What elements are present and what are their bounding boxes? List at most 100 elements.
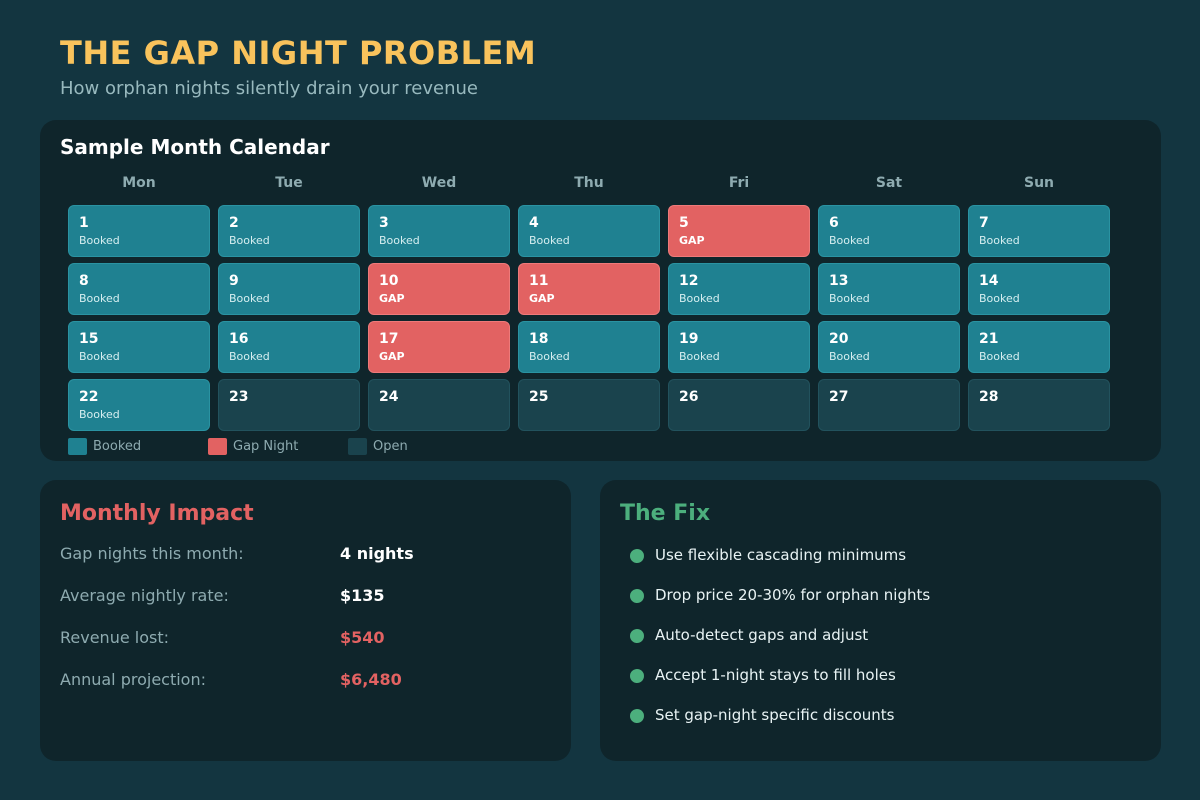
calendar-day-10: 10 GAP	[368, 263, 510, 315]
day-number: 13	[829, 273, 849, 289]
calendar-day-6: 6 Booked	[818, 205, 960, 257]
day-number: 12	[679, 273, 699, 289]
calendar-day-1: 1 Booked	[68, 205, 210, 257]
calendar-day-5: 5 GAP	[668, 205, 810, 257]
day-number: 18	[529, 331, 549, 347]
day-number: 19	[679, 331, 699, 347]
fix-item-text: Drop price 20-30% for orphan nights	[655, 586, 931, 604]
weekday-header: Fri	[728, 175, 750, 191]
calendar-day-2: 2 Booked	[218, 205, 360, 257]
bullet-icon	[630, 589, 644, 603]
day-number: 14	[979, 273, 999, 289]
day-number: 6	[829, 215, 839, 231]
calendar-day-16: 16 Booked	[218, 321, 360, 373]
weekday-header: Sat	[875, 175, 903, 191]
day-number: 22	[79, 389, 99, 405]
impact-value: 4 nights	[340, 544, 414, 563]
day-number: 8	[79, 273, 89, 289]
day-status: Booked	[829, 292, 870, 305]
monthly-impact-panel: Monthly Impact Gap nights this month: 4 n…	[40, 480, 571, 761]
day-status: Booked	[829, 234, 870, 247]
calendar-day-23: 23	[218, 379, 360, 431]
day-status: GAP	[679, 234, 705, 247]
legend-label: Open	[373, 439, 408, 454]
day-status: Booked	[679, 350, 720, 363]
day-number: 9	[229, 273, 239, 289]
impact-label: Revenue lost:	[60, 628, 169, 647]
legend-swatch	[348, 438, 367, 455]
day-status: Booked	[79, 234, 120, 247]
calendar-day-8: 8 Booked	[68, 263, 210, 315]
the-fix-panel: The Fix Use flexible cascading minimums D…	[600, 480, 1161, 761]
day-number: 25	[529, 389, 549, 405]
day-number: 2	[229, 215, 239, 231]
bullet-icon	[630, 669, 644, 683]
calendar-day-28: 28	[968, 379, 1110, 431]
the-fix-title: The Fix	[620, 501, 711, 526]
calendar-day-26: 26	[668, 379, 810, 431]
bullet-icon	[630, 629, 644, 643]
weekday-header: Sun	[1023, 175, 1055, 191]
day-status: Booked	[679, 292, 720, 305]
day-status: Booked	[79, 350, 120, 363]
calendar-day-12: 12 Booked	[668, 263, 810, 315]
calendar-day-4: 4 Booked	[518, 205, 660, 257]
day-number: 28	[979, 389, 999, 405]
bullet-icon	[630, 549, 644, 563]
day-number: 23	[229, 389, 249, 405]
bullet-icon	[630, 709, 644, 723]
calendar-day-14: 14 Booked	[968, 263, 1110, 315]
day-number: 20	[829, 331, 849, 347]
day-number: 16	[229, 331, 249, 347]
day-status: Booked	[529, 350, 570, 363]
day-status: Booked	[79, 408, 120, 421]
day-status: Booked	[529, 234, 570, 247]
calendar-panel: Sample Month Calendar Mon Tue Wed Thu Fri Sat…	[40, 120, 1161, 461]
calendar-day-19: 19 Booked	[668, 321, 810, 373]
day-number: 10	[379, 273, 399, 289]
day-number: 17	[379, 331, 399, 347]
impact-value: $6,480	[340, 670, 402, 689]
day-status: Booked	[979, 234, 1020, 247]
calendar-day-18: 18 Booked	[518, 321, 660, 373]
calendar-day-15: 15 Booked	[68, 321, 210, 373]
calendar-day-3: 3 Booked	[368, 205, 510, 257]
day-status: GAP	[529, 292, 555, 305]
day-status: Booked	[829, 350, 870, 363]
day-status: GAP	[379, 292, 405, 305]
impact-label: Annual projection:	[60, 670, 206, 689]
impact-label: Average nightly rate:	[60, 586, 229, 605]
fix-item-text: Auto-detect gaps and adjust	[655, 626, 869, 644]
fix-item-text: Set gap-night specific discounts	[655, 706, 895, 724]
day-status: Booked	[229, 234, 270, 247]
day-status: Booked	[79, 292, 120, 305]
fix-item-text: Accept 1-night stays to fill holes	[655, 666, 896, 684]
calendar-title: Sample Month Calendar	[60, 135, 330, 159]
day-status: Booked	[229, 292, 270, 305]
impact-label: Gap nights this month:	[60, 544, 244, 563]
day-number: 24	[379, 389, 399, 405]
day-status: Booked	[979, 292, 1020, 305]
calendar-day-21: 21 Booked	[968, 321, 1110, 373]
calendar-day-24: 24	[368, 379, 510, 431]
calendar-day-13: 13 Booked	[818, 263, 960, 315]
day-number: 7	[979, 215, 989, 231]
day-number: 4	[529, 215, 539, 231]
legend-swatch	[68, 438, 87, 455]
impact-value: $540	[340, 628, 385, 647]
day-status: Booked	[229, 350, 270, 363]
weekday-header: Tue	[275, 175, 303, 191]
day-number: 15	[79, 331, 99, 347]
calendar-day-25: 25	[518, 379, 660, 431]
calendar-day-20: 20 Booked	[818, 321, 960, 373]
weekday-header: Mon	[122, 175, 156, 191]
legend-label: Gap Night	[233, 439, 299, 454]
day-number: 21	[979, 331, 999, 347]
day-number: 26	[679, 389, 699, 405]
calendar-day-22: 22 Booked	[68, 379, 210, 431]
day-status: Booked	[379, 234, 420, 247]
fix-item-text: Use flexible cascading minimums	[655, 546, 907, 564]
calendar-day-11: 11 GAP	[518, 263, 660, 315]
day-number: 11	[529, 273, 549, 289]
calendar-day-7: 7 Booked	[968, 205, 1110, 257]
